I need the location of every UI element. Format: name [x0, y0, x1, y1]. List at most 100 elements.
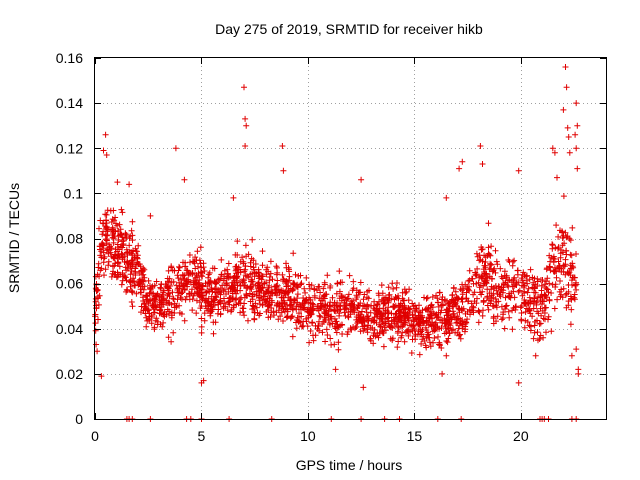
- data-point: [392, 311, 399, 318]
- data-point: [245, 317, 251, 324]
- data-point: [263, 266, 270, 273]
- data-point: [531, 289, 538, 296]
- data-point: [474, 265, 481, 272]
- data-point: [168, 338, 175, 345]
- data-point: [378, 282, 385, 289]
- data-points: [92, 64, 582, 422]
- data-point: [251, 273, 258, 280]
- data-point: [390, 303, 396, 310]
- data-point: [509, 326, 516, 333]
- data-point: [531, 295, 538, 302]
- data-point: [212, 296, 218, 303]
- data-point: [133, 248, 140, 255]
- data-point: [100, 245, 107, 252]
- data-point: [130, 247, 136, 254]
- data-point: [160, 319, 167, 326]
- data-point: [176, 279, 183, 286]
- data-point: [476, 257, 483, 264]
- data-point: [306, 285, 313, 292]
- data-point: [479, 312, 486, 319]
- data-point: [201, 310, 208, 317]
- data-point: [203, 289, 210, 296]
- data-point: [293, 325, 300, 332]
- data-point: [409, 336, 416, 343]
- data-point: [470, 291, 477, 298]
- data-point: [423, 320, 430, 326]
- data-point: [479, 246, 486, 253]
- data-point: [225, 260, 232, 267]
- data-point: [128, 267, 135, 274]
- data-point: [405, 332, 412, 339]
- data-point: [385, 322, 392, 329]
- data-point: [525, 299, 532, 306]
- data-point: [192, 254, 199, 261]
- data-point: [237, 309, 244, 316]
- data-point: [99, 231, 106, 238]
- data-point: [294, 291, 301, 298]
- data-point: [502, 306, 508, 312]
- data-point: [176, 309, 183, 316]
- data-point: [375, 292, 382, 299]
- data-point: [573, 251, 579, 257]
- data-point: [225, 288, 232, 295]
- data-point: [251, 309, 258, 316]
- data-point: [565, 134, 572, 140]
- data-point: [382, 294, 389, 301]
- x-tick-label: 5: [198, 428, 206, 444]
- data-point: [491, 265, 498, 272]
- data-point: [198, 272, 205, 279]
- data-point: [485, 306, 492, 313]
- data-point: [364, 294, 370, 301]
- data-point: [438, 345, 445, 351]
- data-point: [490, 294, 497, 301]
- data-point: [453, 303, 460, 309]
- data-point: [461, 328, 468, 335]
- data-point: [526, 322, 533, 329]
- data-point: [122, 274, 129, 281]
- data-point: [259, 262, 266, 269]
- data-point: [335, 346, 342, 353]
- data-point: [532, 352, 539, 359]
- data-point: [346, 272, 353, 279]
- data-point: [143, 292, 150, 299]
- data-point: [359, 308, 365, 315]
- data-point: [395, 292, 402, 299]
- data-point: [245, 274, 252, 281]
- data-point: [175, 275, 182, 282]
- data-point: [487, 262, 494, 269]
- data-point: [477, 143, 484, 149]
- data-point: [193, 310, 200, 317]
- data-point: [149, 283, 156, 290]
- data-point: [553, 274, 560, 281]
- data-point: [201, 297, 208, 304]
- data-point: [462, 310, 469, 317]
- data-point: [534, 278, 541, 285]
- data-point: [307, 328, 314, 334]
- data-point: [226, 298, 233, 305]
- data-point: [538, 292, 545, 298]
- data-point: [235, 300, 242, 307]
- data-point: [225, 299, 232, 306]
- data-point: [434, 313, 441, 320]
- data-point: [423, 306, 430, 313]
- data-point: [567, 321, 574, 328]
- data-point: [371, 314, 378, 321]
- data-point: [519, 282, 525, 289]
- data-point: [555, 258, 562, 265]
- data-point: [140, 286, 147, 293]
- data-point: [116, 263, 123, 270]
- data-point: [129, 303, 136, 310]
- data-point: [243, 122, 250, 129]
- data-point: [534, 317, 540, 324]
- data-point: [531, 329, 538, 336]
- data-point: [525, 305, 532, 312]
- y-tick-label: 0.04: [56, 321, 83, 337]
- data-point: [189, 307, 196, 314]
- data-point: [97, 217, 104, 224]
- data-point: [199, 273, 206, 280]
- data-point: [548, 328, 555, 335]
- data-point: [552, 268, 559, 275]
- data-point: [241, 84, 247, 91]
- data-point: [499, 289, 506, 296]
- data-point: [104, 227, 111, 233]
